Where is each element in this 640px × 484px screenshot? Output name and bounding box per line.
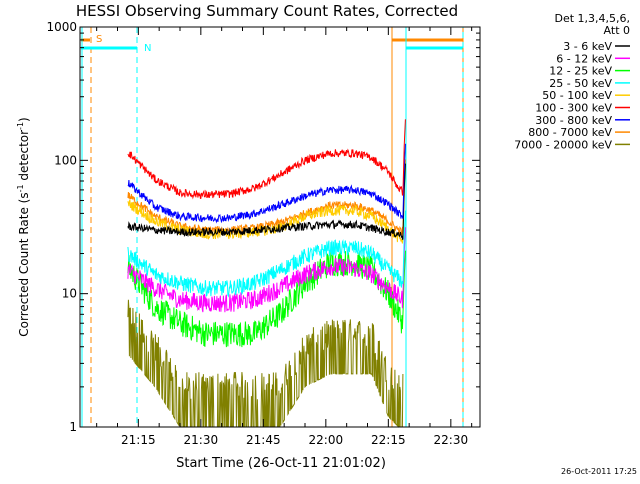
y-tick-label: 100 (54, 153, 77, 167)
night-label: N (144, 43, 151, 54)
legend-label: 800 - 7000 keV (528, 126, 612, 139)
legend-label: 12 - 25 keV (549, 65, 612, 78)
y-axis-label: Corrected Count Rate (s-1 detector-1) (16, 117, 31, 336)
legend-label: 300 - 800 keV (535, 114, 612, 127)
legend-label: 50 - 100 keV (542, 89, 612, 102)
y-tick-label: 10 (62, 287, 77, 301)
series-line (127, 210, 406, 298)
x-tick-label: 21:15 (121, 433, 156, 447)
x-axis-label: Start Time (26-Oct-11 21:01:02) (176, 456, 386, 471)
x-tick-label: 22:15 (371, 433, 406, 447)
series-line (127, 119, 406, 200)
plot-frame (79, 26, 481, 428)
series-line (127, 227, 406, 313)
saa-label: S (96, 34, 102, 45)
y-tick-label: 1 (69, 420, 77, 434)
legend-header: Det 1,3,4,5,6, (554, 12, 630, 25)
legend-label: 7000 - 20000 keV (514, 138, 612, 151)
footer-timestamp: 26-Oct-2011 17:25 (561, 467, 637, 476)
series-group (127, 119, 406, 428)
legend-label: 100 - 300 keV (535, 102, 612, 115)
x-tick-label: 21:30 (184, 433, 219, 447)
legend-label: 25 - 50 keV (549, 77, 612, 90)
legend-header: Att 0 (604, 24, 630, 37)
chart-title: HESSI Observing Summary Count Rates, Cor… (76, 2, 458, 20)
legend-label: 3 - 6 keV (563, 40, 612, 53)
x-tick-label: 22:30 (434, 433, 469, 447)
legend-label: 6 - 12 keV (556, 52, 612, 65)
series-line (127, 143, 406, 224)
series-line (127, 168, 406, 244)
axes-group: 1 10 100 1000 21:15 21:30 21:45 22:00 22:15 22:30 (46, 20, 480, 447)
x-tick-label: 21:45 (246, 433, 281, 447)
series-line (127, 250, 406, 348)
y-tick-label: 1000 (46, 20, 77, 34)
series-line (127, 163, 406, 241)
x-tick-label: 22:00 (309, 433, 344, 447)
